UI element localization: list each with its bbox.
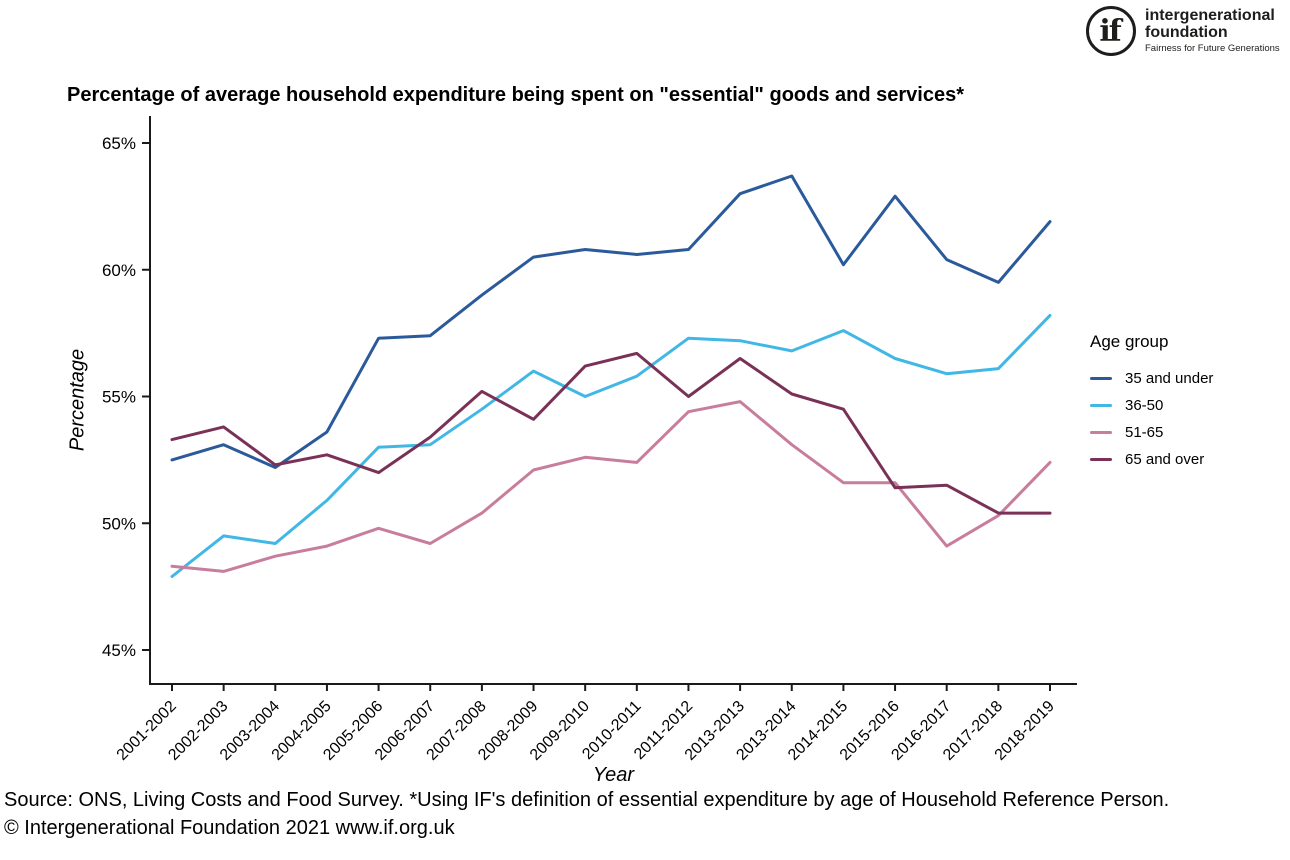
legend-swatch-icon bbox=[1090, 377, 1112, 380]
logo-name-line2: foundation bbox=[1145, 23, 1228, 41]
legend-item: 35 and under bbox=[1090, 365, 1213, 392]
logo-text: intergenerational foundation Fairness fo… bbox=[1145, 7, 1280, 54]
legend: Age group 35 and under 36-50 51-65 65 and o… bbox=[1090, 332, 1213, 473]
series-line-65-and-over bbox=[170, 351, 1052, 515]
chart-title: Percentage of average household expendit… bbox=[67, 84, 964, 106]
series-line-36-50 bbox=[170, 313, 1052, 578]
legend-entries: 35 and under 36-50 51-65 65 and over bbox=[1090, 365, 1213, 473]
y-tick-label: 50% bbox=[102, 514, 136, 533]
x-axis-title: Year bbox=[592, 764, 635, 786]
y-tick-label: 45% bbox=[102, 641, 136, 660]
legend-label: 36-50 bbox=[1125, 397, 1164, 414]
line-chart: 65%60%55%50%45%2001-20022002-20032003-20… bbox=[102, 116, 1077, 764]
series-line-35-and-under bbox=[170, 174, 1052, 469]
y-tick-label: 65% bbox=[102, 134, 136, 153]
legend-label: 35 and under bbox=[1125, 370, 1214, 387]
footer-source: Source: ONS, Living Costs and Food Surve… bbox=[4, 789, 1170, 811]
legend-item: 65 and over bbox=[1090, 446, 1213, 473]
y-tick-label: 55% bbox=[102, 388, 136, 407]
y-axis-title: Percentage bbox=[66, 348, 89, 452]
logo-name-line1: intergenerational bbox=[1145, 7, 1275, 25]
legend-item: 51-65 bbox=[1090, 419, 1213, 446]
footer-copyright: © Intergenerational Foundation 2021 www.… bbox=[4, 817, 455, 839]
y-tick-label: 60% bbox=[102, 261, 136, 280]
legend-title: Age group bbox=[1090, 332, 1169, 351]
legend-swatch-icon bbox=[1090, 404, 1112, 407]
series-line-51-65 bbox=[170, 400, 1052, 573]
legend-label: 51-65 bbox=[1125, 424, 1164, 441]
legend-item: 36-50 bbox=[1090, 392, 1213, 419]
if-logo-icon: if bbox=[1086, 6, 1136, 56]
footer: Source: ONS, Living Costs and Food Surve… bbox=[4, 786, 1169, 842]
legend-swatch-icon bbox=[1090, 458, 1112, 461]
legend-label: 65 and over bbox=[1125, 451, 1205, 468]
if-logo: if intergenerational foundation Fairness… bbox=[1086, 6, 1280, 56]
legend-swatch-icon bbox=[1090, 431, 1112, 434]
logo-tagline: Fairness for Future Generations bbox=[1145, 42, 1280, 54]
